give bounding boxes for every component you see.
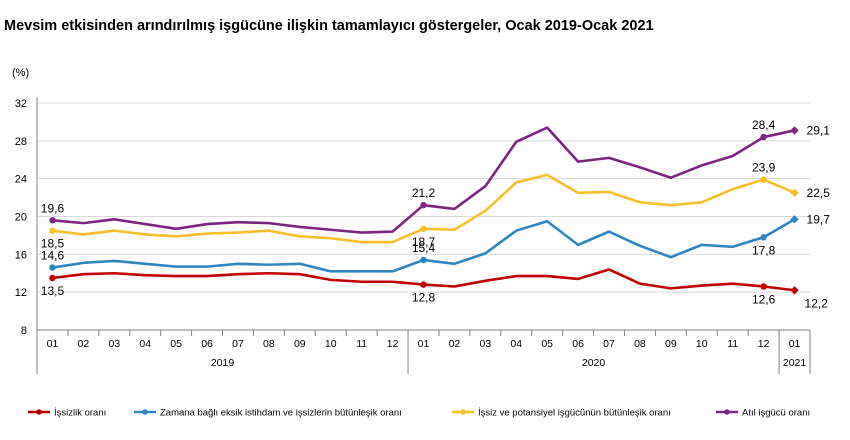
y-tick-label: 8 bbox=[21, 325, 27, 337]
x-tick-label: 05 bbox=[541, 338, 553, 350]
data-label: 19,6 bbox=[41, 201, 65, 215]
legend-marker bbox=[142, 409, 148, 415]
data-label: 29,1 bbox=[807, 123, 831, 137]
data-point-marker bbox=[49, 217, 56, 224]
x-tick-label: 08 bbox=[263, 338, 275, 350]
x-tick-label: 01 bbox=[418, 338, 430, 350]
x-tick-label: 09 bbox=[665, 338, 677, 350]
data-label: 19,7 bbox=[807, 212, 831, 226]
data-label: 12,6 bbox=[752, 292, 776, 306]
x-tick-label: 05 bbox=[170, 338, 182, 350]
x-tick-label: 10 bbox=[325, 338, 337, 350]
x-tick-label: 11 bbox=[356, 338, 367, 350]
legend-entry: İşsizlik oranı bbox=[54, 408, 106, 419]
data-point-marker bbox=[420, 281, 427, 288]
y-tick-label: 20 bbox=[15, 212, 27, 224]
x-tick-label: 03 bbox=[108, 338, 120, 350]
x-tick-label: 06 bbox=[572, 338, 584, 350]
data-point-marker bbox=[760, 133, 767, 141]
data-point-marker bbox=[420, 256, 427, 264]
data-label: 12,2 bbox=[805, 296, 829, 310]
data-point-marker bbox=[760, 283, 767, 290]
legend-entry: Atıl işgücü oranı bbox=[742, 408, 810, 419]
x-tick-label: 07 bbox=[603, 338, 615, 350]
x-tick-label: 03 bbox=[479, 338, 491, 350]
data-point-marker bbox=[790, 215, 799, 224]
x-tick-label: 09 bbox=[294, 338, 306, 350]
data-point-marker bbox=[790, 286, 799, 295]
x-tick-label: 02 bbox=[449, 338, 461, 350]
data-label: 28,4 bbox=[752, 118, 776, 132]
y-tick-label: 16 bbox=[15, 249, 27, 261]
data-label: 23,9 bbox=[752, 161, 776, 175]
legend-marker bbox=[724, 409, 730, 415]
x-tick-label: 12 bbox=[387, 338, 399, 350]
data-point-marker bbox=[760, 176, 767, 183]
x-tick-label: 04 bbox=[139, 338, 151, 350]
x-tick-label: 02 bbox=[78, 338, 90, 350]
data-point-marker bbox=[49, 227, 56, 234]
y-tick-label: 28 bbox=[15, 136, 27, 148]
x-tick-label: 12 bbox=[758, 338, 770, 350]
data-point-marker bbox=[790, 188, 799, 198]
x-tick-label: 07 bbox=[232, 338, 244, 350]
legend-entry: Zamana bağlı eksik istihdam ve işsizleri… bbox=[160, 408, 402, 419]
data-label: 15,4 bbox=[412, 241, 436, 255]
data-point-marker bbox=[420, 225, 427, 232]
y-axis-label: (%) bbox=[12, 67, 29, 79]
x-tick-label: 01 bbox=[789, 338, 801, 350]
y-tick-label: 12 bbox=[15, 287, 27, 299]
legend-marker bbox=[460, 409, 466, 415]
data-point-marker bbox=[49, 264, 56, 271]
data-label: 21,2 bbox=[412, 186, 436, 200]
x-tick-label: 06 bbox=[201, 338, 213, 350]
x-tick-label: 04 bbox=[510, 338, 522, 350]
data-point-marker bbox=[49, 274, 56, 282]
x-tick-label: 10 bbox=[696, 338, 708, 350]
y-tick-label: 24 bbox=[15, 174, 27, 186]
data-point-marker bbox=[790, 126, 799, 135]
year-label: 2019 bbox=[211, 357, 235, 369]
chart-title: Mevsim etkisinden arındırılmış işgücüne … bbox=[4, 18, 654, 34]
data-label: 13,5 bbox=[41, 284, 65, 298]
data-label: 17,8 bbox=[752, 243, 776, 257]
data-point-marker bbox=[420, 201, 427, 209]
year-label: 2020 bbox=[582, 357, 606, 369]
legend-marker bbox=[36, 409, 42, 415]
x-tick-label: 01 bbox=[47, 338, 59, 350]
data-label: 22,5 bbox=[807, 186, 831, 200]
x-tick-label: 08 bbox=[634, 338, 646, 350]
data-label: 14,6 bbox=[41, 249, 65, 263]
year-label: 2021 bbox=[783, 357, 807, 369]
data-label: 12,8 bbox=[412, 291, 436, 305]
data-point-marker bbox=[760, 234, 767, 241]
data-label: 18,7 bbox=[412, 235, 436, 249]
y-tick-label: 32 bbox=[15, 98, 27, 110]
data-label: 18,5 bbox=[41, 237, 65, 251]
legend-entry: İşsiz ve potansiyel işgücünün bütünleşik… bbox=[478, 408, 671, 419]
x-tick-label: 11 bbox=[727, 338, 738, 350]
